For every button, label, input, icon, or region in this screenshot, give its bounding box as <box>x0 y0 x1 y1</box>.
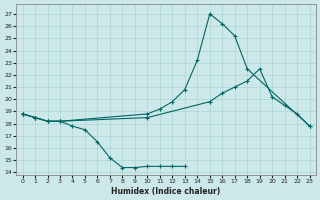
X-axis label: Humidex (Indice chaleur): Humidex (Indice chaleur) <box>111 187 221 196</box>
